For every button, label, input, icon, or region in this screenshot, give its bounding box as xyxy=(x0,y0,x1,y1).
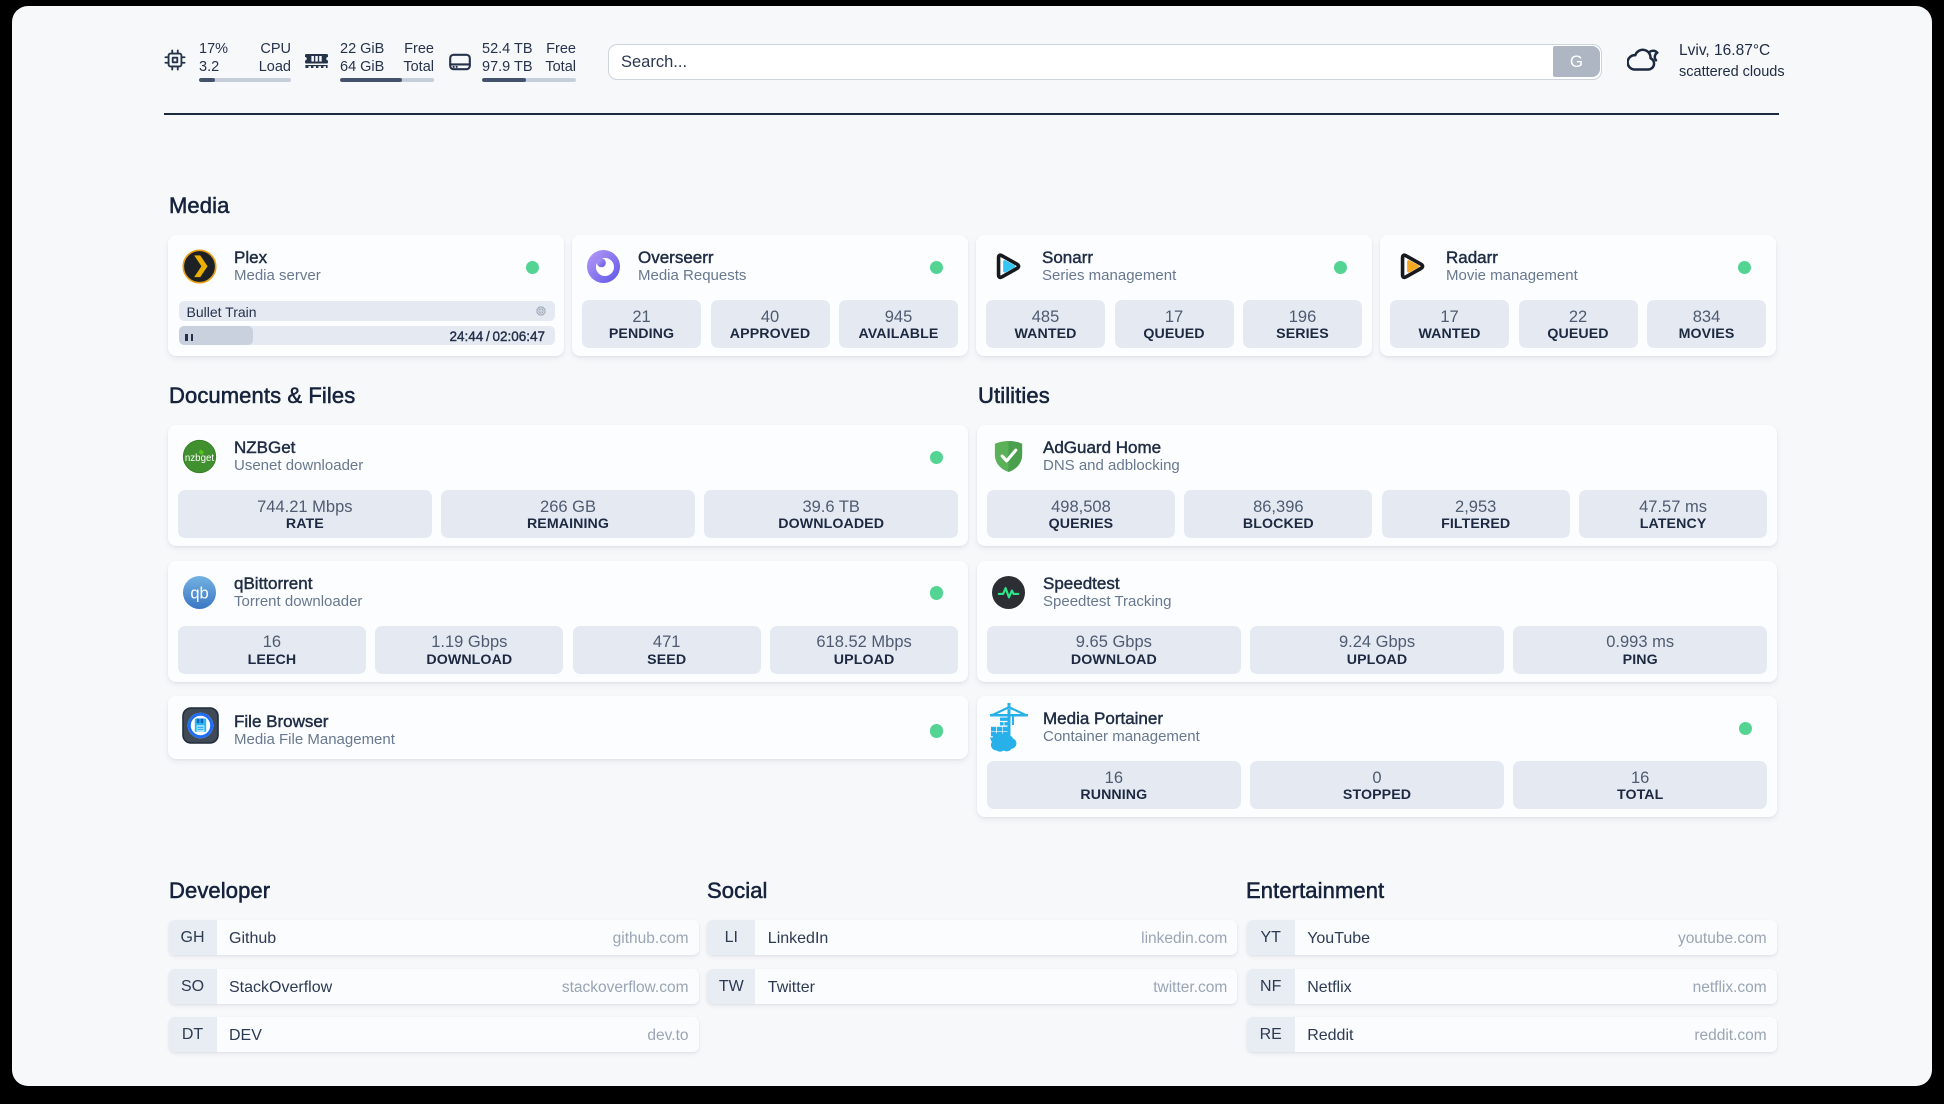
svg-text:qb: qb xyxy=(190,583,208,602)
svg-text:nzbget: nzbget xyxy=(185,453,214,464)
